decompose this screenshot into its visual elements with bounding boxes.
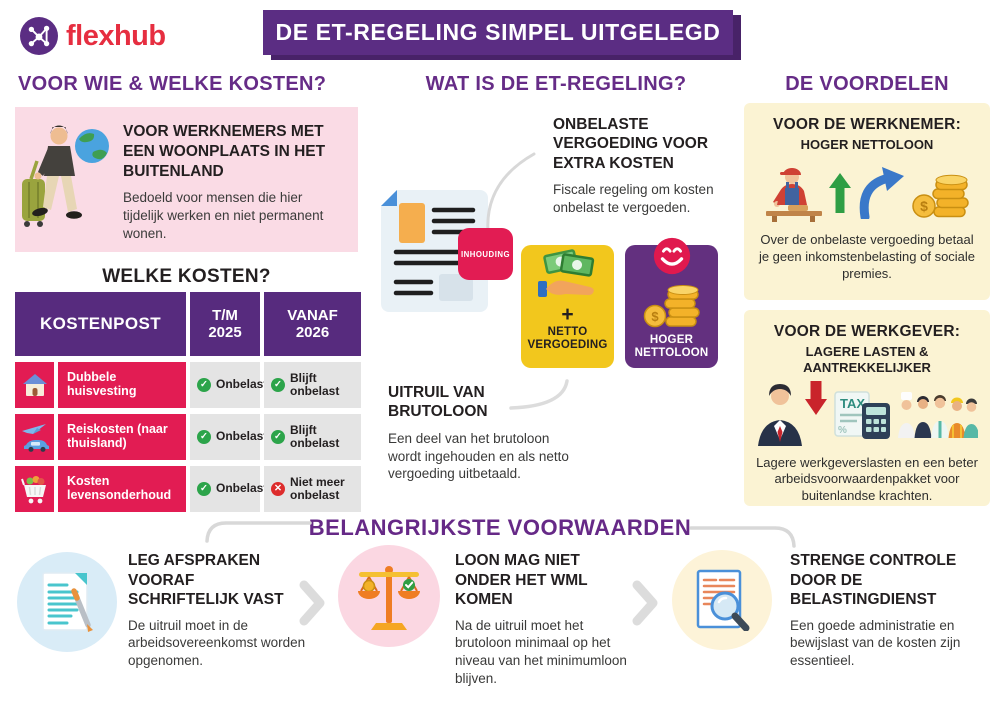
netto-card-label: NETTO VERGOEDING bbox=[527, 325, 608, 352]
condition-3-body: Een goede administratie en bewijslast va… bbox=[790, 617, 961, 669]
table-row-label: Reiskosten (naar thuisland) bbox=[58, 414, 186, 460]
table-status-cell: ✕ Niet meer onbelast bbox=[264, 466, 361, 512]
who-body: Bedoeld voor mensen die hier tijdelijk w… bbox=[123, 190, 324, 242]
condition-1-text: LEG AFSPRAKEN VOORAF SCHRIFTELIJK VAST D… bbox=[128, 551, 306, 670]
connector-line bbox=[486, 152, 536, 233]
table-row-icon-cell bbox=[15, 362, 54, 408]
green-up-arrow-icon bbox=[828, 173, 851, 214]
conditions-heading: BELANGRIJKSTE VOORWAARDEN bbox=[308, 515, 692, 540]
workers-group-icon bbox=[898, 391, 978, 438]
employee-illustrations: $ bbox=[744, 160, 990, 226]
dollar-glyph: $ bbox=[920, 198, 928, 214]
employer-title: VOOR DE WERKGEVER: bbox=[773, 323, 961, 340]
employer-subtitle: LAGERE LASTEN & AANTREKKELIJKER bbox=[803, 344, 931, 376]
title-banner: DE ET-REGELING SIMPEL UITGELEGD bbox=[263, 10, 733, 55]
house-icon bbox=[22, 374, 47, 396]
section-heading-what: WAT IS DE ET-REGELING? bbox=[425, 73, 687, 95]
plus-sign: + bbox=[561, 303, 574, 326]
condition-2-text: LOON MAG NIET ONDER HET WML KOMEN Na de … bbox=[455, 551, 635, 688]
reimbursement-title: ONBELASTE VERGOEDING VOOR EXTRA KOSTEN bbox=[553, 116, 709, 172]
condition-3-circle bbox=[672, 550, 772, 650]
uitruil-body: Een deel van het brutoloon wordt ingehou… bbox=[388, 430, 569, 482]
reimbursement-block: ONBELASTE VERGOEDING VOOR EXTRA KOSTEN F… bbox=[553, 115, 745, 217]
costs-table: KOSTENPOST T/M 2025 VANAF 2026 Dubbele h… bbox=[15, 292, 361, 512]
condition-2-circle bbox=[338, 545, 440, 647]
flexhub-logo: flexhub bbox=[20, 17, 166, 55]
table-row-icon-cell bbox=[15, 466, 54, 512]
who-box: VOOR WERKNEMERS MET EEN WOONPLAATS IN HE… bbox=[15, 107, 358, 252]
plane-car-icon bbox=[21, 424, 49, 452]
condition-1-body: De uitruil moet in de arbeidsovereenkoms… bbox=[128, 617, 306, 669]
section-heading-who: VOOR WIE & WELKE KOSTEN? bbox=[18, 73, 327, 95]
check-icon: ✓ bbox=[271, 430, 285, 444]
smiley-icon bbox=[653, 237, 690, 275]
condition-3-title: STRENGE CONTROLE DOOR DE BELASTINGDIENST bbox=[790, 552, 957, 609]
red-down-arrow-icon bbox=[805, 380, 827, 415]
check-icon: ✓ bbox=[197, 378, 211, 392]
condition-1-title: LEG AFSPRAKEN VOORAF SCHRIFTELIJK VAST bbox=[128, 552, 284, 609]
condition-2-title: LOON MAG NIET ONDER HET WML KOMEN bbox=[455, 552, 588, 609]
businessman-icon bbox=[758, 383, 802, 446]
employee-subtitle: HOGER NETTOLOON bbox=[800, 137, 934, 152]
employer-benefit-card: VOOR DE WERKGEVER: LAGERE LASTEN & AANTR… bbox=[744, 310, 990, 506]
hand-with-money-icon bbox=[537, 249, 594, 297]
connector-line bbox=[509, 379, 569, 410]
employee-body: Over de onbelaste vergoeding betaal je g… bbox=[758, 232, 976, 282]
employer-illustrations: TAX % bbox=[744, 379, 990, 449]
table-status-cell: ✓ Onbelast bbox=[190, 466, 267, 512]
blue-curved-arrow-icon bbox=[859, 167, 904, 220]
condition-3-text: STRENGE CONTROLE DOOR DE BELASTINGDIENST… bbox=[790, 551, 988, 670]
employee-title: VOOR DE WERKNEMER: bbox=[773, 116, 961, 133]
cross-icon: ✕ bbox=[271, 482, 285, 496]
condition-2-body: Na de uitruil moet het brutoloon minimaa… bbox=[455, 617, 627, 686]
column-header-kostenpost: KOSTENPOST bbox=[15, 292, 186, 356]
column-header-vanaf-2026: VANAF 2026 bbox=[264, 292, 361, 356]
dollar-glyph: $ bbox=[651, 309, 659, 324]
column-header-tm-2025: T/M 2025 bbox=[190, 292, 260, 356]
who-text: VOOR WERKNEMERS MET EEN WOONPLAATS IN HE… bbox=[123, 122, 348, 243]
brand-name: flexhub bbox=[66, 19, 166, 52]
table-row-label: Kosten levensonderhoud bbox=[58, 466, 186, 512]
table-status-cell: ✓ Blijft onbelast bbox=[264, 362, 361, 408]
chevron-right-icon bbox=[299, 580, 325, 626]
check-icon: ✓ bbox=[197, 430, 211, 444]
page-title: DE ET-REGELING SIMPEL UITGELEGD bbox=[275, 19, 721, 45]
table-status-cell: ✓ Onbelast bbox=[190, 362, 267, 408]
magnifier-document-icon bbox=[696, 569, 750, 631]
hoger-card-label: HOGER NETTOLOON bbox=[634, 334, 709, 360]
uitruil-title: UITRUIL VAN BRUTOLOON bbox=[388, 384, 488, 421]
check-icon: ✓ bbox=[197, 482, 211, 496]
coins-stack-icon: $ bbox=[911, 175, 969, 218]
employer-body: Lagere werkgeverslasten en een beter arb… bbox=[756, 454, 978, 504]
flexhub-hub-icon bbox=[20, 17, 58, 55]
svg-text:%: % bbox=[838, 425, 847, 436]
reimbursement-body: Fiscale regeling om kosten onbelast te v… bbox=[553, 182, 714, 215]
who-title: VOOR WERKNEMERS MET EEN WOONPLAATS IN HE… bbox=[123, 123, 326, 180]
condition-1-circle bbox=[17, 552, 117, 652]
bracket-left bbox=[205, 521, 312, 543]
coins-stack-icon: $ bbox=[643, 285, 700, 328]
costs-table-heading: WELKE KOSTEN? bbox=[102, 266, 271, 287]
contract-pen-icon bbox=[42, 572, 93, 632]
grocery-cart-icon bbox=[20, 476, 46, 504]
table-status-cell: ✓ Onbelast bbox=[190, 414, 267, 460]
chevron-right-icon bbox=[632, 580, 658, 626]
tax-calculator-icon: TAX % bbox=[834, 391, 890, 439]
tax-label: TAX bbox=[840, 396, 865, 411]
section-heading-benefits: DE VOORDELEN bbox=[785, 73, 949, 95]
table-row-label: Dubbele huisvesting bbox=[58, 362, 186, 408]
table-row-icon-cell bbox=[15, 414, 54, 460]
table-status-cell: ✓ Blijft onbelast bbox=[264, 414, 361, 460]
worker-icon bbox=[765, 168, 822, 223]
netto-vergoeding-card: + NETTO VERGOEDING bbox=[521, 245, 614, 368]
employee-benefit-card: VOOR DE WERKNEMER: HOGER NETTOLOON bbox=[744, 103, 990, 300]
uitruil-block: UITRUIL VAN BRUTOLOON Een deel van het b… bbox=[388, 383, 593, 483]
check-icon: ✓ bbox=[271, 378, 285, 392]
bracket-right bbox=[689, 526, 796, 548]
hoger-nettoloon-card: $ HOGER NETTOLOON bbox=[625, 237, 718, 368]
traveler-illustration-icon bbox=[22, 125, 109, 227]
inhouding-badge: INHOUDING bbox=[458, 228, 513, 280]
scales-icon bbox=[358, 566, 420, 630]
